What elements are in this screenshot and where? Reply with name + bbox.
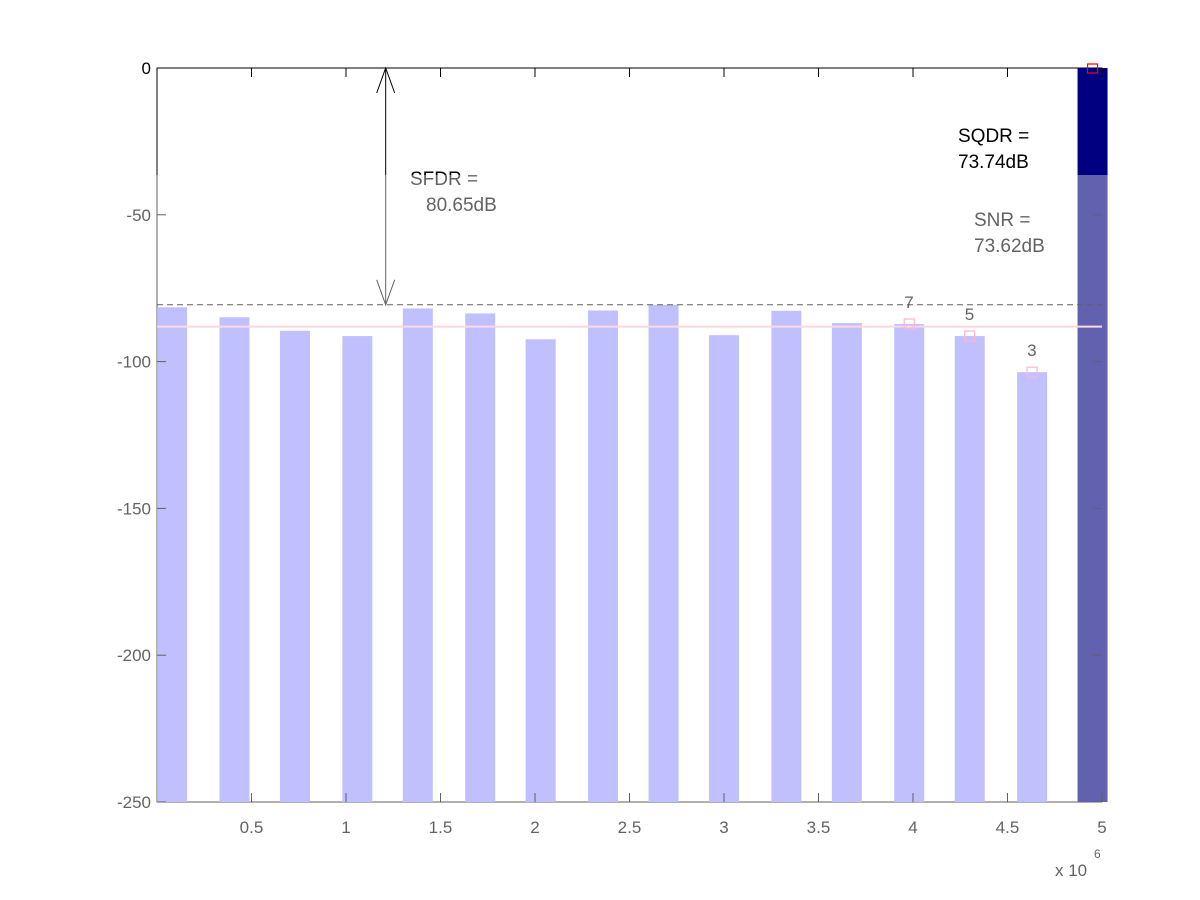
plot-area (156, 67, 1103, 803)
harmonic-label: 3 (1027, 341, 1036, 360)
harmonic-label: 5 (965, 305, 974, 324)
harmonic-marker (1026, 366, 1038, 378)
x-exponent-label: x 10 (1055, 861, 1087, 880)
spectrum-bar (588, 310, 619, 802)
spectrum-bar (157, 307, 188, 802)
sfdr-arrow-head-top (376, 66, 396, 94)
sqdr-label: SQDR = (958, 126, 1029, 147)
x-tick-label: 4 (908, 818, 917, 837)
axis-ticks: 0.5 1 1.5 2 2.5 3 3.5 4 4.5 5 0 -50 -100 -150 -200 -250 (117, 59, 1107, 837)
x-tick-label: 0.5 (240, 818, 264, 837)
sqdr-value: 73.74dB (958, 152, 1029, 173)
x-exponent-power: 6 (1094, 847, 1101, 861)
spectrum-bar (465, 313, 496, 802)
annotations: SFDR = 80.65dB SQDR = 73.74dB SNR = 73.6… (410, 63, 1101, 880)
spectrum-bar (219, 317, 250, 802)
x-tick-label: 1.5 (429, 818, 453, 837)
spectrum-bar (771, 310, 802, 802)
reference-lines (157, 66, 1102, 328)
harmonic-marker (903, 318, 915, 330)
harmonic-label: 7 (904, 293, 913, 312)
sfdr-value: 80.65dB (426, 195, 497, 216)
bars-group (157, 68, 1108, 802)
fundamental-bar (1077, 68, 1108, 802)
x-tick-label: 5 (1097, 818, 1106, 837)
x-tick-label: 4.5 (996, 818, 1020, 837)
plot-frame (156, 67, 1103, 803)
snr-label: SNR = (974, 210, 1031, 231)
y-tick-label: -50 (126, 206, 151, 225)
spectrum-bar (342, 336, 373, 802)
x-tick-label: 1 (341, 818, 350, 837)
y-tick-label: -100 (117, 353, 151, 372)
spectrum-bar (648, 304, 679, 802)
y-tick-label: -200 (117, 646, 151, 665)
x-tick-label: 3 (719, 818, 728, 837)
x-tick-label: 2.5 (618, 818, 642, 837)
fade-overlay (0, 175, 1200, 900)
x-tick-label: 2 (530, 818, 539, 837)
spectrum-bar (402, 308, 433, 802)
y-tick-label: 0 (142, 59, 151, 78)
spectrum-bar (279, 330, 310, 802)
spectrum-bar (954, 336, 985, 802)
spectrum-bar (894, 324, 925, 802)
spectrum-bar (1017, 372, 1048, 802)
spectrum-bar (831, 323, 862, 802)
y-tick-label: -150 (117, 499, 151, 518)
spectrum-bar (709, 335, 739, 802)
sfdr-label: SFDR = (410, 169, 478, 190)
y-tick-label: -250 (117, 793, 151, 812)
sfdr-arrow-head-bottom (376, 279, 396, 307)
fundamental-marker (1086, 63, 1099, 74)
spectrum-bar (525, 339, 556, 802)
snr-value: 73.62dB (974, 236, 1045, 257)
harmonic-marker (964, 330, 976, 342)
x-tick-label: 3.5 (807, 818, 831, 837)
